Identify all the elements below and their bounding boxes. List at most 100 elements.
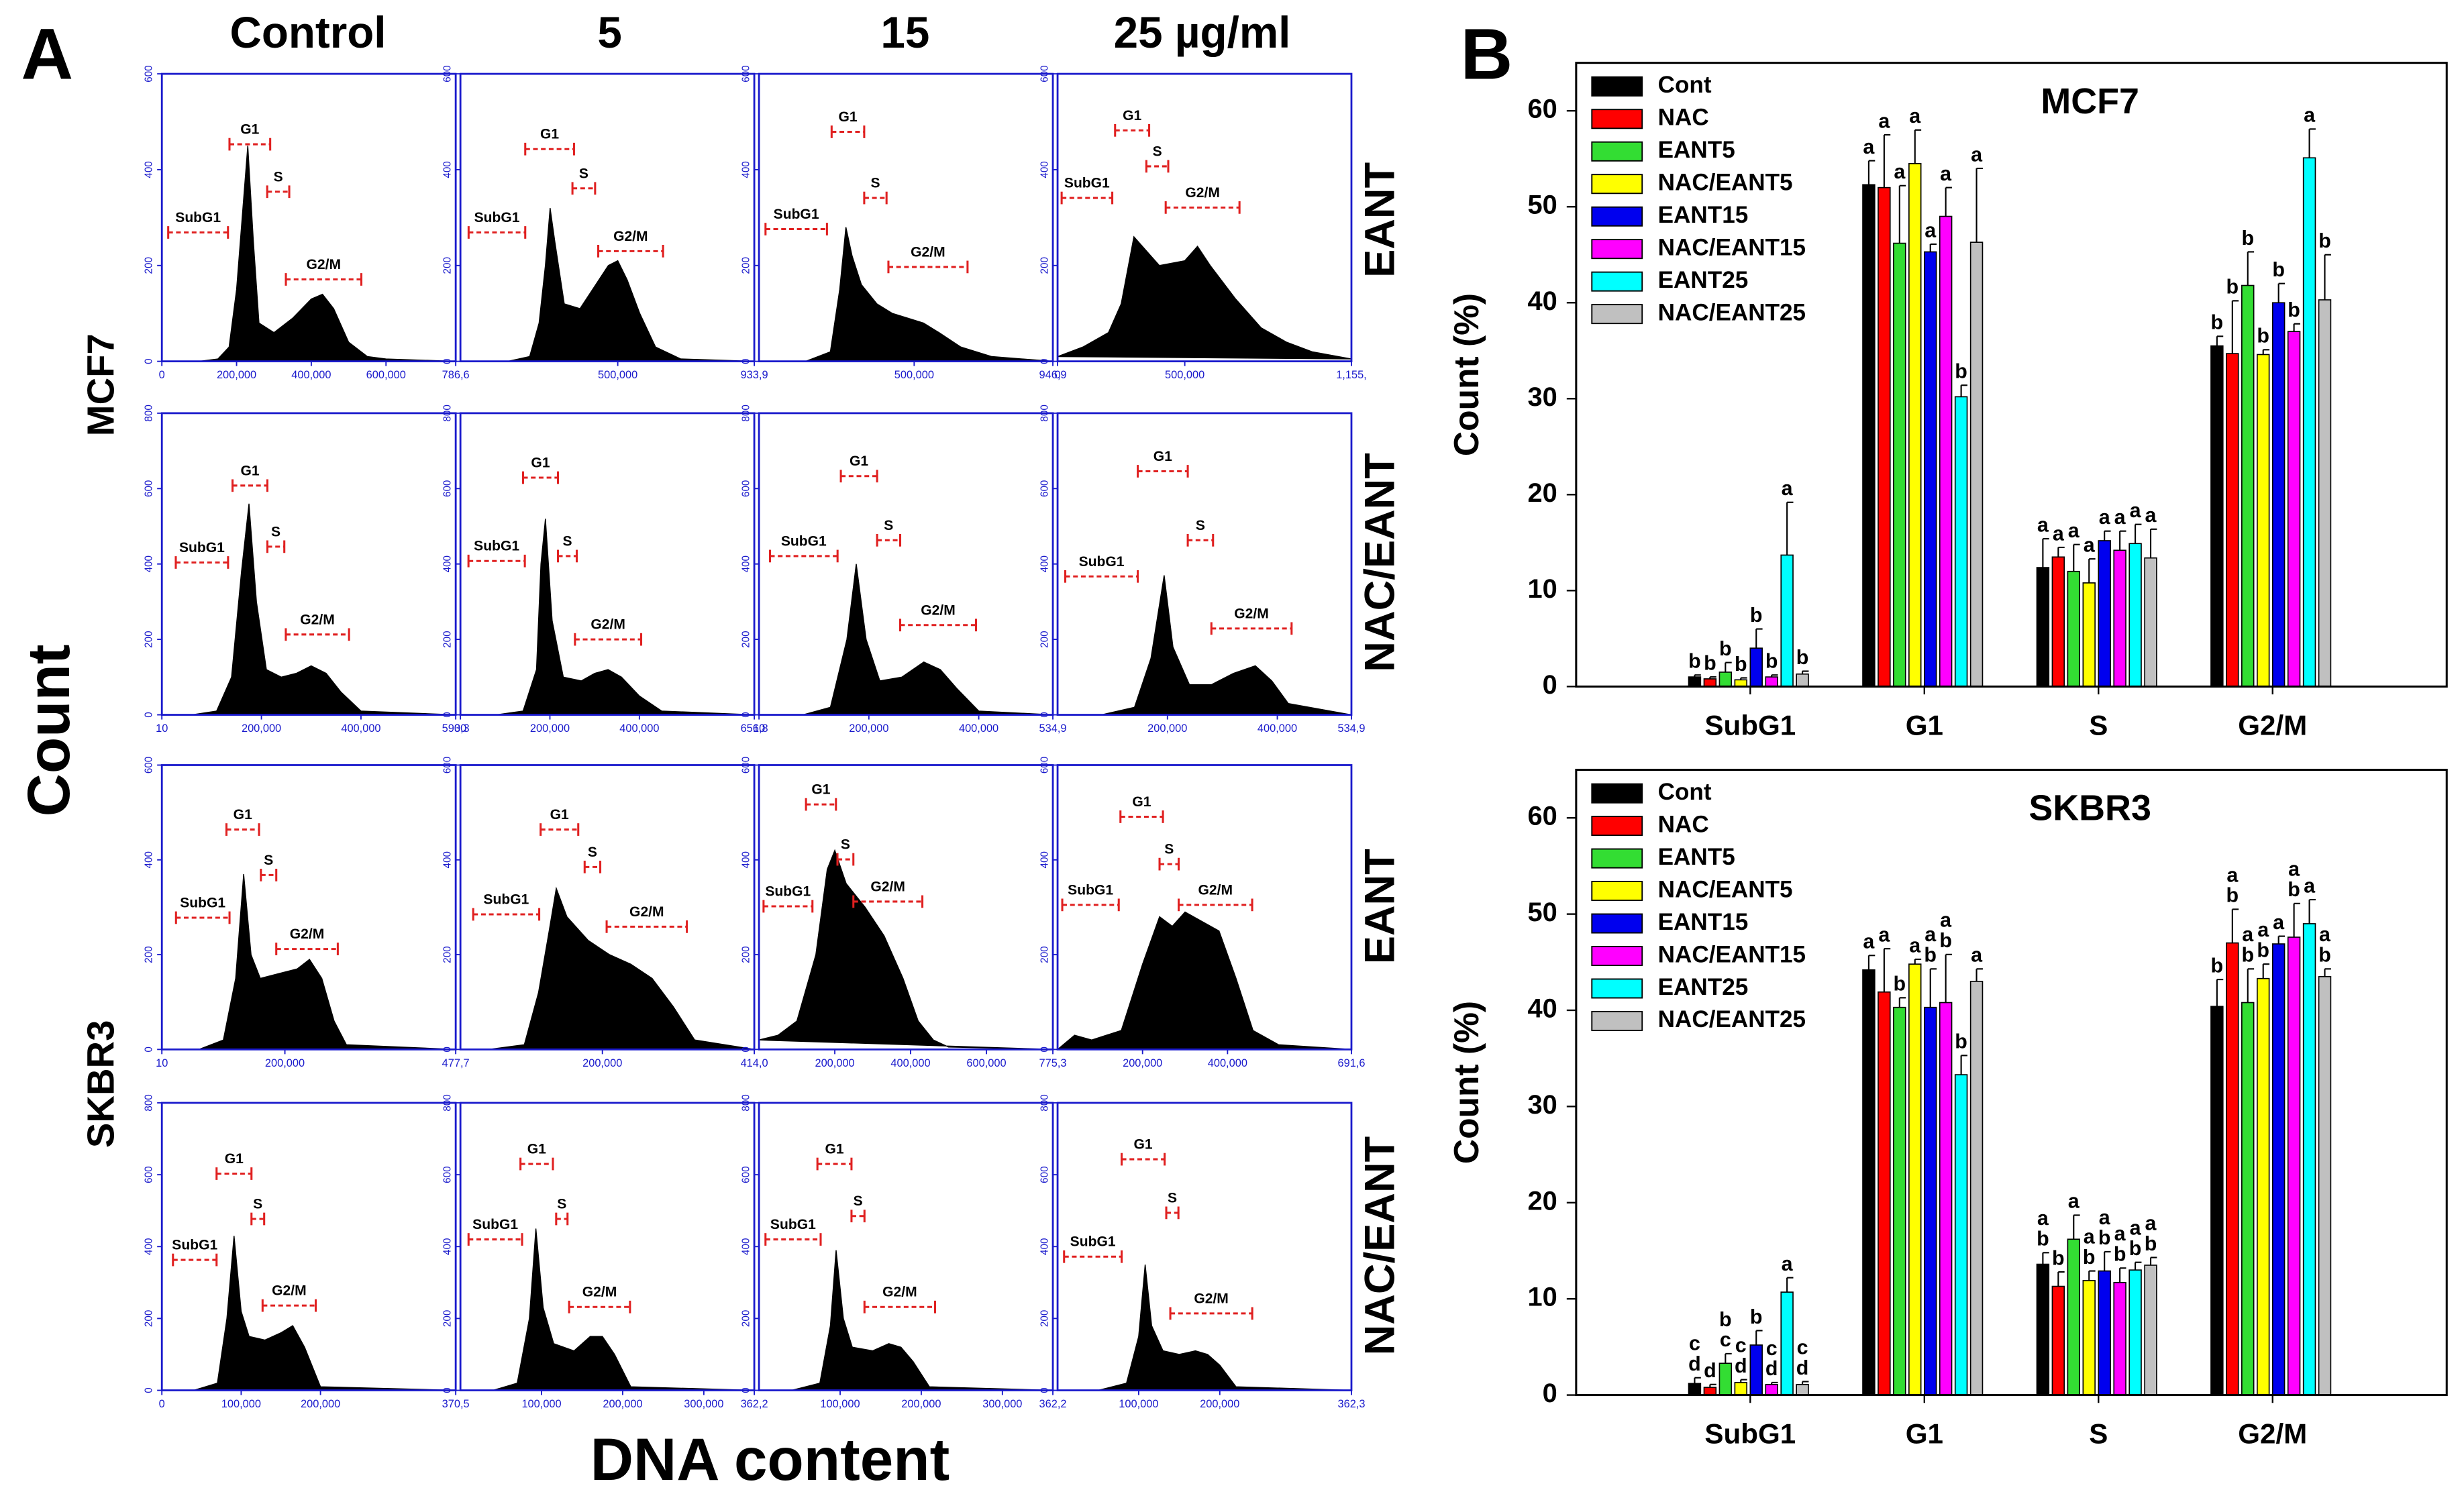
panel-frame [160,764,457,1051]
gate-label: S [1168,1190,1177,1206]
x-tick-label: 400,000 [341,722,380,735]
bar [1969,242,1984,688]
bar [1923,1006,1937,1396]
significance-letter: a [2099,506,2111,529]
legend-swatch [1591,271,1643,292]
x-tick-label: 10 [753,722,765,735]
x-tick-label: 400,000 [291,369,331,381]
bar [2036,1263,2050,1396]
panel-label: A [21,13,73,94]
gate-label: G2/M [1194,1291,1228,1306]
significance-letter: a [2130,1217,2142,1240]
gate-label: G1 [811,782,830,798]
x-tick-label: 933,9 [741,369,768,381]
x-tick-label: 100,000 [221,1398,261,1410]
y-tick-label: 0 [1039,1047,1050,1052]
significance-letter: a [1924,219,1937,242]
significance-letter: a [2145,1212,2157,1234]
x-tick-label: 400,000 [890,1057,930,1069]
gate-label: S [841,837,850,853]
significance-letter: a [2145,504,2157,527]
y-tick-label: 400 [740,555,752,572]
gate-label: S [274,169,283,184]
panel-frame [459,764,756,1051]
significance-letter: b [2114,1243,2126,1266]
gate-label: G2/M [629,904,664,920]
y-tick-label: 200 [442,946,453,963]
panel-label: B [1460,13,1512,94]
bar [1954,1074,1968,1396]
gate-label: G2/M [1234,606,1269,621]
x-tick-label: 656,8 [741,722,768,735]
cell-line-label: SKBR3 [79,1020,121,1148]
gate-label: S [264,853,273,868]
y-tick-label: 200 [442,257,453,274]
bar [2241,284,2255,688]
significance-letter: d [1735,1354,1747,1377]
y-tick-label: 400 [740,1238,752,1255]
bar [2256,354,2270,688]
significance-letter: a [1782,1252,1794,1275]
bar [2302,157,2316,688]
histogram [791,1250,1054,1391]
x-tick-label: 370,5 [442,1398,470,1410]
column-header: 5 [597,8,621,57]
y-tick-label: 400 [442,555,453,572]
significance-letter: b [2257,939,2269,961]
gate-label: G2/M [272,1283,307,1299]
histogram [191,503,456,716]
x-tick-label: 600,000 [366,369,406,381]
y-tick-label: 0 [740,1387,752,1393]
significance-letter: a [2242,923,2254,946]
significance-letter: b [1750,1305,1763,1328]
significance-letter: b [1704,651,1716,674]
x-tick-label: G1 [1906,1418,1943,1450]
y-tick-label: 400 [143,161,154,178]
y-tick-label: 800 [143,405,154,421]
y-tick-label: 600 [442,1166,453,1183]
y-tick-label: 400 [143,1238,154,1255]
significance-letter: b [2288,878,2300,901]
x-tick-label: 362,2 [1039,1398,1067,1410]
gate-label: G1 [1132,794,1151,810]
bar [2051,1285,2065,1396]
legend-swatch [1591,848,1643,869]
significance-letter: a [2053,522,2065,545]
gate-label: G2/M [1198,882,1233,898]
row-label: EANT [1357,162,1404,278]
gate-label: G1 [1123,108,1141,123]
gate-label: SubG1 [474,539,519,554]
y-tick-label: 50 [1527,898,1557,927]
significance-letter: c [1766,1337,1778,1360]
significance-letter: a [2304,104,2316,127]
legend-label: NAC [1658,811,1709,837]
x-tick-label: S [2089,709,2108,741]
bar [1796,673,1809,688]
legend-swatch [1591,174,1643,195]
x-tick-label: 10 [156,722,168,735]
gate-label: G1 [839,109,858,125]
gate-label: SubG1 [770,1217,816,1232]
y-tick-label: 200 [740,946,752,963]
gate-label: SubG1 [172,1238,217,1253]
bar [1718,1362,1733,1396]
y-tick-label: 400 [1039,555,1050,572]
legend-swatch [1591,109,1643,129]
bar [2226,942,2239,1396]
y-tick-label: 0 [1039,1387,1050,1393]
histogram [198,873,456,1051]
gate-label: S [854,1193,863,1209]
gate-label: S [562,533,572,549]
bar [2318,975,2332,1396]
gate-label: SubG1 [180,895,225,910]
row-label: NAC/EANT [1357,1136,1404,1356]
bar [2226,353,2239,688]
x-tick-label: G2/M [2238,709,2307,741]
y-tick-label: 800 [740,405,752,421]
x-tick-label: 477,7 [442,1057,470,1069]
histogram [493,1228,755,1391]
significance-letter: b [2145,1232,2157,1255]
bar [1765,1383,1778,1396]
bar [2271,943,2286,1396]
legend-label: Cont [1658,779,1712,805]
